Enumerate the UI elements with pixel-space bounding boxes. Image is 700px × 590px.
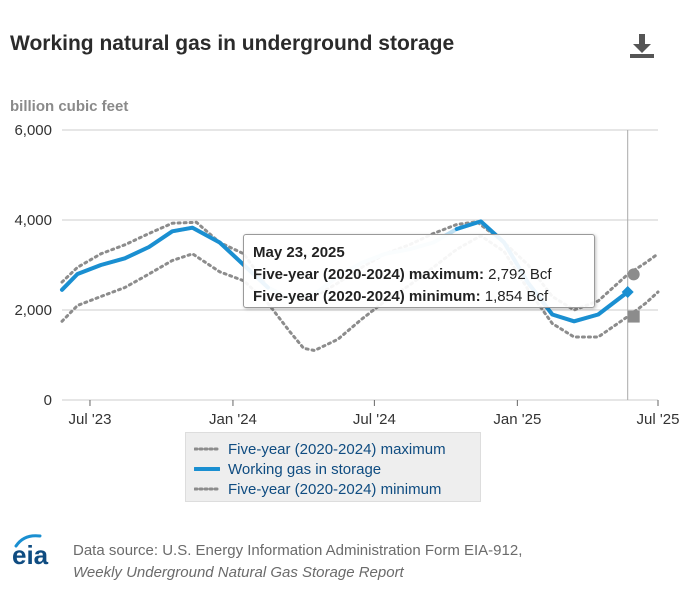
min-point-marker [627,310,640,323]
units-label: billion cubic feet [10,98,129,115]
y-tick-label: 2,000 [14,302,52,319]
report-name: Weekly Underground Natural Gas Storage R… [73,564,404,581]
tooltip-date: May 23, 2025 [253,244,345,261]
legend-item-storage[interactable]: Working gas in storage [194,459,381,479]
y-tick-label: 0 [44,392,52,409]
chart-title: Working natural gas in underground stora… [10,32,455,55]
tooltip-min-label: Five-year (2020-2024) minimum: [253,288,481,305]
series-line-storage [60,225,270,292]
max-point-marker [627,268,640,281]
tooltip-max-label: Five-year (2020-2024) maximum: [253,266,484,283]
x-tick-label: Jan '25 [493,411,541,428]
download-icon[interactable] [626,32,658,60]
x-tick-label: Jul '24 [353,411,396,428]
legend-label-min: Five-year (2020-2024) minimum [228,480,442,498]
dotted-line-icon [194,447,220,451]
tooltip-max-value: 2,792 Bcf [488,266,552,283]
data-source: Data source: U.S. Energy Information Adm… [73,540,522,584]
legend-label-storage: Working gas in storage [228,460,382,478]
storage-point-marker [621,286,634,298]
logo-text: eia [12,540,49,570]
y-tick-label: 6,000 [14,122,52,139]
legend-item-min[interactable]: Five-year (2020-2024) minimum [194,479,441,499]
x-tick-label: Jul '23 [69,411,112,428]
y-tick-label: 4,000 [14,212,52,229]
hover-tooltip: May 23, 2025 Five-year (2020-2024) maxim… [243,234,595,308]
chart-legend: Five-year (2020-2024) maximum Working ga… [185,432,481,502]
x-tick-label: Jul '25 [637,411,680,428]
source-line: Data source: U.S. Energy Information Adm… [73,542,523,559]
eia-logo: eia [10,530,62,570]
dotted-line-icon [194,487,220,491]
solid-line-icon [194,467,220,471]
legend-item-max[interactable]: Five-year (2020-2024) maximum [194,439,446,459]
tooltip-min-value: 1,854 Bcf [484,288,549,305]
legend-label-max: Five-year (2020-2024) maximum [228,440,446,458]
x-tick-label: Jan '24 [209,411,257,428]
series-line-min [60,234,660,352]
